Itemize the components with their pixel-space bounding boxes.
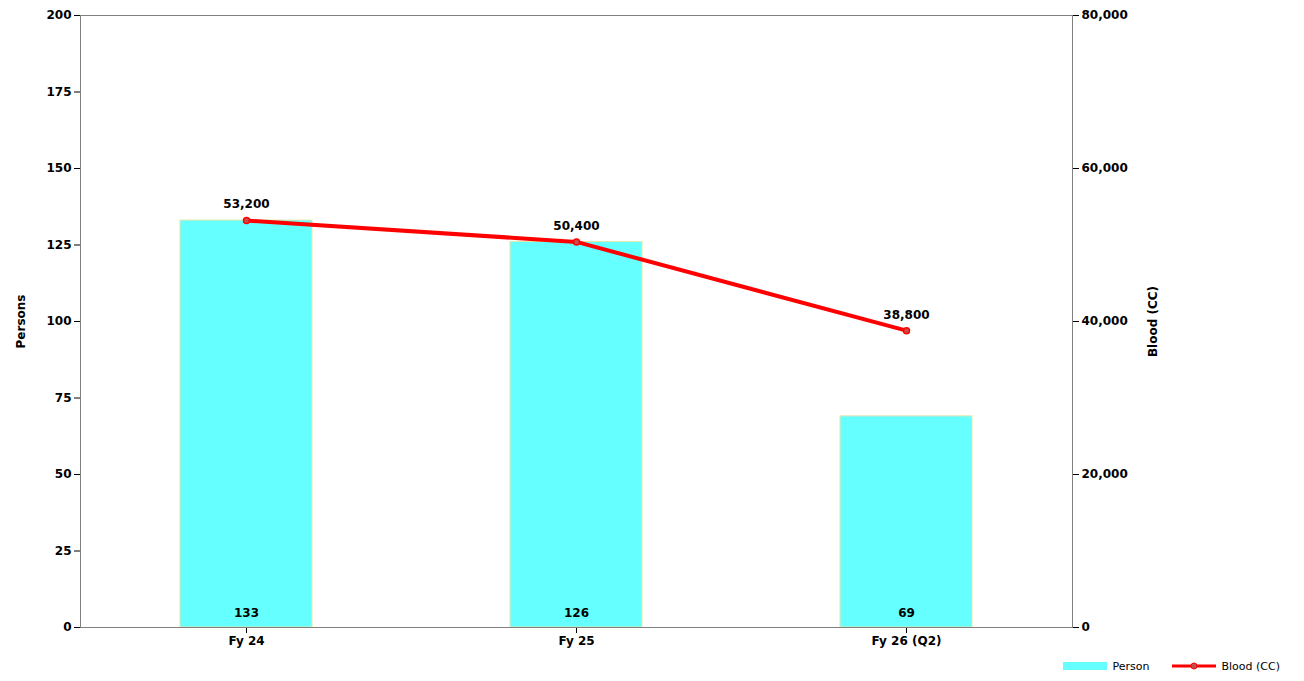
svg-text:200: 200	[46, 8, 71, 22]
html-text:Person: Person	[1112, 659, 1150, 673]
svg-text:38,800: 38,800	[883, 308, 929, 322]
html-text:Blood (CC): Blood (CC)	[1221, 659, 1280, 673]
svg-text:0: 0	[1082, 620, 1090, 634]
svg-text:50: 50	[55, 467, 72, 481]
svg-text:150: 150	[46, 161, 71, 175]
svg-text:126: 126	[564, 606, 589, 620]
svg-text:75: 75	[55, 391, 72, 405]
svg-text:125: 125	[46, 238, 71, 252]
svg-text:0: 0	[63, 620, 71, 634]
svg-text:100: 100	[46, 314, 71, 328]
svg-text:Fy 26 (Q2): Fy 26 (Q2)	[872, 634, 942, 648]
svg-text:175: 175	[46, 85, 71, 99]
svg-text:Fy 24: Fy 24	[228, 634, 264, 648]
svg-text:60,000: 60,000	[1082, 161, 1128, 175]
svg-text:Fy 25: Fy 25	[558, 634, 594, 648]
svg-text:53,200: 53,200	[223, 197, 269, 211]
svg-text:133: 133	[234, 606, 259, 620]
svg-text:Blood (CC): Blood (CC)	[1146, 286, 1160, 357]
svg-text:80,000: 80,000	[1082, 8, 1128, 22]
svg-text:69: 69	[898, 606, 915, 620]
svg-text:Persons: Persons	[14, 295, 28, 349]
svg-text:20,000: 20,000	[1082, 467, 1128, 481]
svg-text:50,400: 50,400	[553, 219, 599, 233]
svg-text:25: 25	[55, 544, 72, 558]
svg-text:40,000: 40,000	[1082, 314, 1128, 328]
